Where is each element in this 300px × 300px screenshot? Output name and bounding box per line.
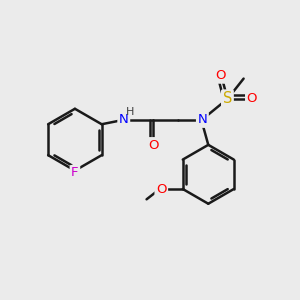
Text: O: O: [247, 92, 257, 105]
Text: S: S: [223, 91, 232, 106]
Text: N: N: [119, 113, 129, 126]
Text: O: O: [156, 182, 166, 196]
Text: O: O: [148, 139, 158, 152]
Text: O: O: [215, 69, 226, 82]
Text: N: N: [197, 113, 207, 126]
Text: F: F: [71, 167, 79, 179]
Text: H: H: [126, 106, 134, 117]
